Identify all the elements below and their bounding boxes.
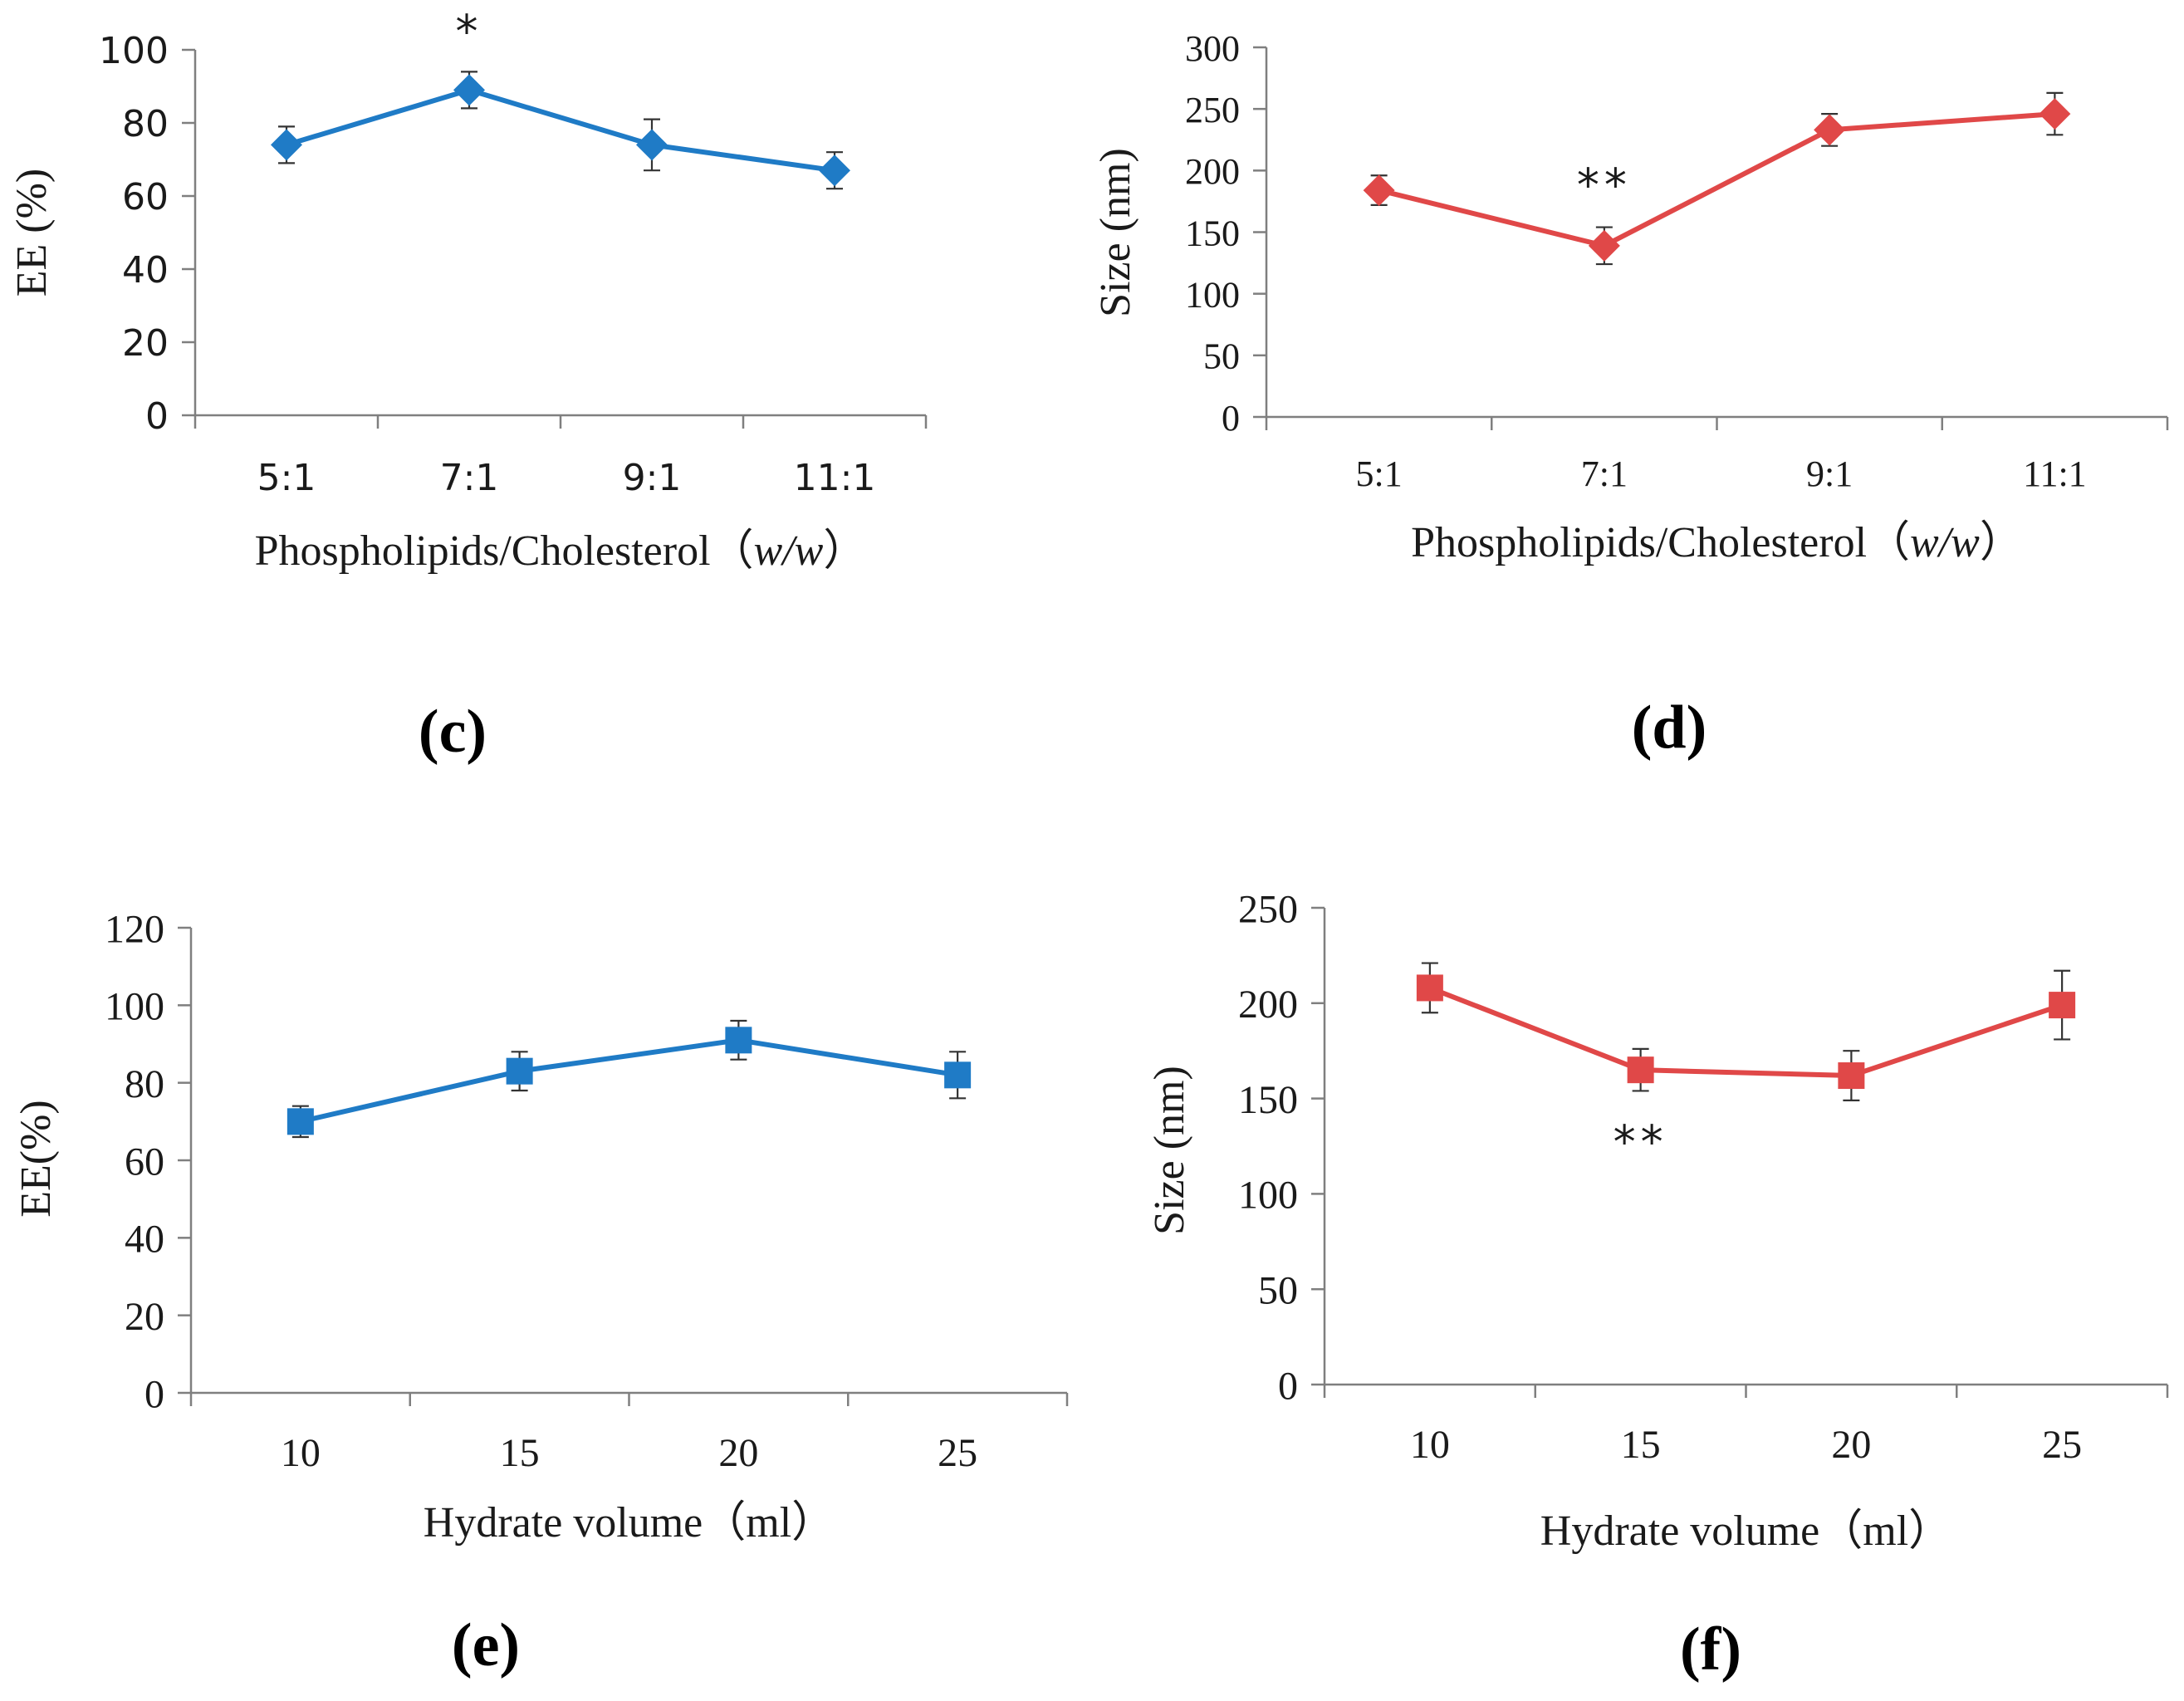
x-axis-title-paren-open: （ bbox=[711, 527, 754, 575]
x-tick-label: 11:1 bbox=[794, 457, 876, 499]
panel-e: 0 20 40 60 80 100 120 10 15 20 25 Hydrate volume（ml… bbox=[12, 907, 1069, 1679]
y-tick-label: 80 bbox=[125, 1062, 164, 1106]
x-axis-title-paren-open: （ bbox=[703, 1499, 746, 1547]
y-tick-label: 0 bbox=[144, 1372, 164, 1416]
x-tick-label: 15 bbox=[500, 1431, 540, 1475]
x-tick-label: 9:1 bbox=[623, 457, 682, 499]
x-axis-title: Phospholipids/Cholesterol（w/w） bbox=[255, 527, 867, 575]
x-tick-label: 7:1 bbox=[440, 457, 499, 499]
x-axis-title: Hydrate volume（ml） bbox=[1540, 1507, 1951, 1555]
y-tick-label: 0 bbox=[1278, 1364, 1298, 1408]
series-line bbox=[300, 1037, 958, 1125]
y-axis-title: Size (nm) bbox=[1146, 1066, 1193, 1235]
x-tick-label: 5:1 bbox=[257, 457, 316, 499]
data-point bbox=[271, 129, 302, 161]
x-axis-title-paren-open: （ bbox=[1819, 1507, 1863, 1555]
y-tick-label: 60 bbox=[122, 176, 169, 218]
x-axis-title-main: Hydrate volume bbox=[1540, 1507, 1819, 1555]
y-tick-label: 80 bbox=[122, 103, 169, 145]
significance-annotation: * bbox=[456, 5, 483, 57]
y-tick-label: 150 bbox=[1185, 213, 1240, 253]
y-tick-label: 50 bbox=[1258, 1268, 1298, 1312]
x-tick-label: 11:1 bbox=[2023, 453, 2087, 494]
y-tick-label: 40 bbox=[125, 1218, 164, 1262]
y-tick-label: 20 bbox=[122, 322, 169, 365]
y-tick-label: 100 bbox=[99, 30, 169, 72]
y-tick-label: 100 bbox=[105, 985, 164, 1029]
x-tick-label: 10 bbox=[1410, 1423, 1450, 1467]
x-tick-label: 25 bbox=[2042, 1423, 2082, 1467]
x-tick-label: 20 bbox=[718, 1431, 758, 1475]
x-axis-title-main: Hydrate volume bbox=[424, 1499, 703, 1547]
data-point bbox=[1627, 1056, 1654, 1084]
data-point bbox=[2049, 992, 2076, 1019]
panel-f: 0 50 100 150 200 250 10 15 20 25 Hydrate volume（ml… bbox=[1146, 887, 2169, 1684]
y-tick-label: 0 bbox=[1222, 398, 1240, 439]
y-tick-label: 250 bbox=[1185, 90, 1240, 130]
data-point bbox=[819, 154, 850, 187]
y-tick-label: 300 bbox=[1185, 28, 1240, 69]
y-tick-label: 100 bbox=[1238, 1174, 1298, 1218]
x-tick-label: 20 bbox=[1831, 1423, 1871, 1467]
data-point bbox=[636, 129, 668, 161]
x-tick-label: 7:1 bbox=[1581, 453, 1628, 494]
y-axis-title: Size (nm) bbox=[1092, 148, 1139, 317]
y-tick-label: 60 bbox=[125, 1140, 164, 1184]
data-point bbox=[725, 1027, 752, 1054]
x-axis-title-paren-close: ） bbox=[791, 1499, 835, 1547]
data-point bbox=[944, 1061, 972, 1089]
y-tick-label: 120 bbox=[105, 907, 164, 951]
series-line bbox=[1378, 111, 2055, 248]
data-point bbox=[2039, 98, 2071, 130]
significance-annotation: ** bbox=[1614, 1115, 1668, 1168]
x-tick-label: 25 bbox=[938, 1431, 977, 1475]
x-axis-title-unit: w/w bbox=[1910, 519, 1980, 566]
y-tick-label: 150 bbox=[1238, 1078, 1298, 1122]
x-axis-title-paren-open: （ bbox=[1867, 519, 1910, 566]
x-axis-title: Phospholipids/Cholesterol（w/w） bbox=[1411, 519, 2023, 566]
x-axis-title-paren-close: ） bbox=[823, 527, 866, 575]
y-tick-label: 200 bbox=[1238, 983, 1298, 1027]
x-axis-title-paren-close: ） bbox=[1908, 1507, 1951, 1555]
x-tick-label: 9:1 bbox=[1806, 453, 1853, 494]
y-axis-title: EE (%) bbox=[8, 169, 56, 297]
panel-label: (e) bbox=[452, 1611, 520, 1679]
x-tick-label: 15 bbox=[1621, 1423, 1661, 1467]
y-tick-label: 50 bbox=[1203, 336, 1240, 377]
series-line bbox=[1428, 985, 2064, 1079]
data-point bbox=[1814, 114, 1846, 146]
y-tick-label: 0 bbox=[145, 395, 169, 438]
x-axis-title-unit: w/w bbox=[754, 527, 824, 575]
data-point bbox=[506, 1057, 533, 1085]
series-line bbox=[286, 87, 835, 174]
data-point bbox=[1838, 1062, 1865, 1090]
y-tick-label: 200 bbox=[1185, 151, 1240, 192]
data-point bbox=[453, 74, 485, 106]
panel-label: (f) bbox=[1680, 1615, 1741, 1684]
y-tick-label: 40 bbox=[122, 249, 169, 292]
x-axis-title-paren-close: ） bbox=[1980, 519, 2023, 566]
panel-label: (c) bbox=[419, 698, 487, 766]
x-tick-label: 10 bbox=[281, 1431, 321, 1475]
data-point bbox=[1416, 974, 1443, 1002]
x-axis-title: Hydrate volume（ml） bbox=[424, 1499, 835, 1547]
panel-c: 0 20 40 60 80 100 5:1 7:1 9:1 11:1 Phospholipids/C… bbox=[8, 5, 928, 766]
x-tick-label: 5:1 bbox=[1356, 453, 1403, 494]
panel-label: (d) bbox=[1632, 694, 1707, 762]
x-axis-title-unit: ml bbox=[746, 1499, 791, 1547]
data-point bbox=[286, 1108, 314, 1135]
significance-annotation: ** bbox=[1577, 159, 1632, 212]
y-tick-label: 250 bbox=[1238, 887, 1298, 931]
y-tick-label: 20 bbox=[125, 1295, 164, 1339]
x-axis-title-unit: ml bbox=[1863, 1507, 1908, 1555]
x-axis-title-main: Phospholipids/Cholesterol bbox=[255, 527, 711, 575]
y-axis-title: EE(%) bbox=[12, 1100, 60, 1217]
y-tick-label: 100 bbox=[1185, 275, 1240, 316]
data-point bbox=[1363, 174, 1395, 207]
x-axis-title-main: Phospholipids/Cholesterol bbox=[1411, 519, 1867, 566]
data-point bbox=[1588, 229, 1620, 262]
